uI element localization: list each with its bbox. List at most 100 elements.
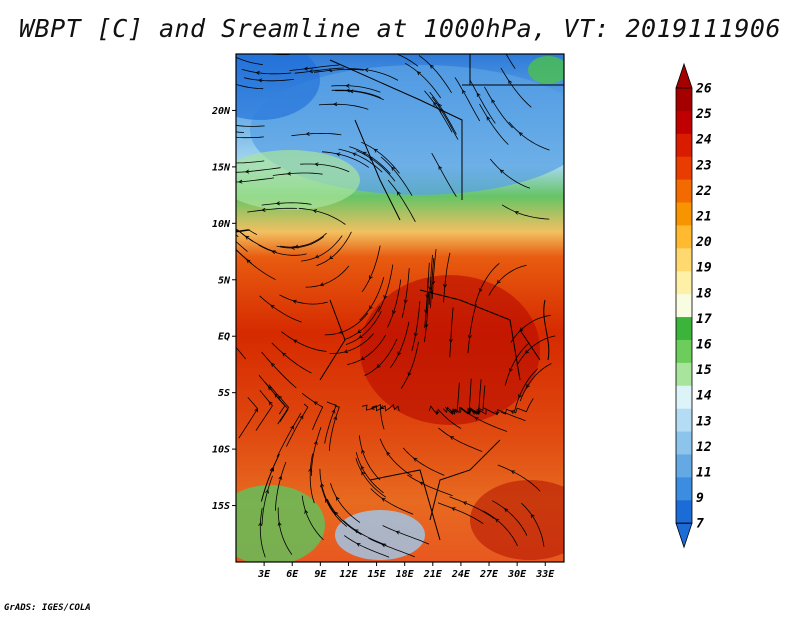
lat-tick-label: 5S [218,388,230,399]
colorbar-swatch [676,110,692,135]
streamline [492,500,528,536]
streamline-arrow [364,68,369,73]
streamline [344,535,390,558]
lon-tick-label: 33E [535,569,555,580]
streamline-arrow [361,471,366,476]
streamline [500,398,534,415]
streamline [344,305,381,340]
streamline [260,454,280,502]
streamline-arrow [403,299,408,304]
streamline-arrow [290,425,294,430]
streamline [387,279,402,328]
streamline [377,264,394,313]
streamline-arrow [271,250,276,255]
streamline [236,125,265,127]
streamline [316,231,352,267]
streamline [236,229,258,236]
colorbar-bottom-arrow [675,522,693,549]
cool-region-southwest [236,485,325,562]
streamline [519,363,552,402]
streamline [291,132,342,137]
colorbar-label: 26 [695,82,712,97]
streamline-arrow [476,410,481,416]
streamline-arrow [245,235,250,240]
streamline [467,303,477,354]
lon-tick-label: 24E [451,569,471,580]
streamline [431,249,437,300]
lon-tick-label: 12E [339,569,358,580]
streamline-arrow [229,135,232,138]
streamline-arrow [286,171,292,176]
streamline-arrow [383,295,388,300]
streamline-arrow [373,148,378,153]
streamline-arrow [397,351,402,356]
streamline [402,447,445,476]
streamline-arrow [335,152,341,157]
streamline [449,496,495,520]
streamline-arrow [514,211,519,215]
streamline [430,258,435,309]
streamline-arrow [358,334,363,339]
streamline [359,277,385,321]
colorbar-swatch [676,500,692,524]
streamline [236,241,248,252]
colorbar-swatch [676,385,692,410]
streamline [400,342,419,389]
streamline-arrow [499,169,504,174]
streamline-arrow [294,244,299,249]
streamline [301,495,324,541]
chart-title: WBPT [C] and Sreamline at 1000hPa, VT: 2… [18,14,781,43]
streamline [424,90,453,133]
streamline-arrow [308,69,314,74]
longitude-axis: 3E 6E 9E 12E 15E 18E 21E 24E 27E 30E 33E [257,562,555,580]
lat-tick-label: 20N [211,106,231,117]
streamline-arrow [361,449,366,454]
streamline [338,148,383,173]
streamline-arrow [257,54,258,55]
streamline [301,235,343,262]
colorbar-swatch [676,294,692,318]
streamline [266,54,291,55]
colorbar: 26 25 24 23 22 21 20 19 18 17 16 15 14 13 12 11 9 7 [675,62,712,549]
streamline [324,312,369,336]
streamline-arrow [258,78,263,83]
streamline [286,403,309,447]
colorbar-swatch [676,248,692,272]
streamline-arrow [314,162,319,167]
streamline-arrow [230,123,233,126]
streamline-arrow [313,440,318,445]
streamline [484,86,513,129]
streamline-arrow [343,349,348,354]
colorbar-swatch [676,156,692,181]
streamline-arrow [206,230,209,233]
lon-tick-label: 21E [423,569,443,580]
colorbar-label: 11 [696,466,712,481]
streamline-arrow [526,383,530,389]
streamline-arrow [333,102,338,107]
streamline [361,245,381,293]
streamline [513,368,539,413]
streamline-arrow [413,332,418,338]
streamline [424,292,430,343]
streamline [330,483,361,523]
streamline-arrow [210,125,214,128]
streamline [437,502,484,525]
streamline [508,121,550,151]
streamline [305,265,350,288]
colorbar-swatch [676,179,692,204]
streamline-arrow [478,288,483,293]
streamline-arrow [407,371,412,377]
streamline-arrow [320,482,325,488]
streamline [361,141,400,174]
streamline-arrow [381,497,386,502]
streamline-arrow [221,230,224,233]
streamline [479,103,509,145]
latitude-axis: 20N 15N 10N 5N EQ 5S 10S 15S [211,106,236,512]
streamline-arrow [275,201,280,206]
streamline [259,507,266,558]
cool-region-sahel [236,150,360,210]
streamline [355,452,384,494]
streamline [355,458,386,498]
streamline [504,342,530,386]
